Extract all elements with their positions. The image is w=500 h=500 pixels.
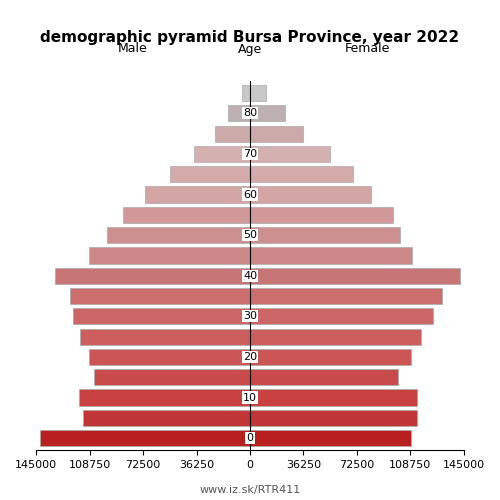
Bar — [170, 166, 250, 182]
Text: Age: Age — [238, 42, 262, 56]
Text: 60: 60 — [243, 190, 257, 200]
Bar — [250, 390, 416, 406]
Bar — [250, 146, 330, 162]
Bar — [250, 105, 286, 122]
Bar — [55, 268, 250, 284]
Bar — [250, 186, 371, 202]
Bar — [250, 410, 416, 426]
Bar — [250, 430, 411, 446]
Bar — [250, 328, 421, 344]
Text: 80: 80 — [243, 108, 257, 118]
Bar — [250, 248, 412, 264]
Bar — [250, 308, 433, 324]
Bar — [250, 369, 398, 386]
Bar — [214, 126, 250, 142]
Bar — [250, 85, 266, 101]
Bar — [250, 268, 460, 284]
Text: 70: 70 — [243, 149, 257, 159]
Bar — [250, 349, 411, 365]
Bar — [89, 248, 250, 264]
Text: 40: 40 — [243, 270, 257, 280]
Text: 30: 30 — [243, 312, 257, 322]
Text: 50: 50 — [243, 230, 257, 240]
Text: www.iz.sk/RTR411: www.iz.sk/RTR411 — [200, 485, 300, 495]
Bar — [194, 146, 250, 162]
Text: Male: Male — [118, 42, 148, 56]
Text: 10: 10 — [243, 392, 257, 402]
Text: 0: 0 — [246, 433, 254, 443]
Text: 20: 20 — [243, 352, 257, 362]
Bar — [250, 227, 400, 244]
Bar — [242, 85, 250, 101]
Title: demographic pyramid Bursa Province, year 2022: demographic pyramid Bursa Province, year… — [40, 30, 460, 45]
Bar — [73, 308, 250, 324]
Bar — [250, 126, 303, 142]
Bar — [123, 206, 250, 223]
Text: Female: Female — [345, 42, 390, 56]
Bar — [84, 410, 250, 426]
Bar — [70, 288, 250, 304]
Bar — [107, 227, 250, 244]
Bar — [79, 390, 250, 406]
Bar — [80, 328, 250, 344]
Bar — [250, 166, 354, 182]
Bar — [94, 369, 250, 386]
Bar — [145, 186, 250, 202]
Bar — [40, 430, 250, 446]
Bar — [250, 288, 442, 304]
Bar — [228, 105, 250, 122]
Bar — [89, 349, 250, 365]
Bar — [250, 206, 393, 223]
